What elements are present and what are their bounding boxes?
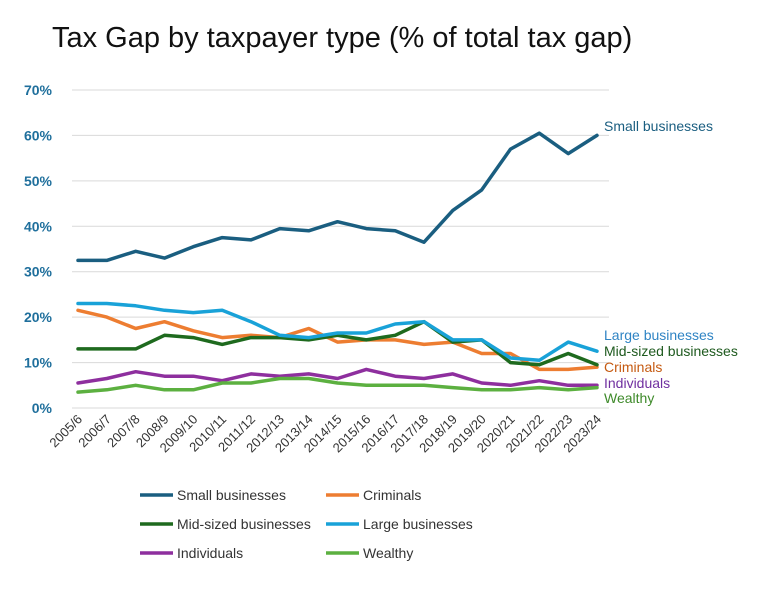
series-end-label: Small businesses <box>604 118 713 134</box>
series-line <box>76 308 599 372</box>
y-tick-label: 0% <box>32 400 53 416</box>
legend: Small businesses Criminals Mid-sized busin… <box>140 487 473 561</box>
legend-label: Criminals <box>363 487 421 503</box>
series-line <box>76 131 599 263</box>
y-tick-label: 60% <box>24 127 53 143</box>
series-end-label: Mid-sized businesses <box>604 343 738 359</box>
legend-label: Wealthy <box>363 545 413 561</box>
y-tick-label: 30% <box>24 264 53 280</box>
series-end-label: Criminals <box>604 359 662 375</box>
series-end-label: Large businesses <box>604 327 714 343</box>
series-line <box>76 319 599 367</box>
x-axis-ticks: 2005/62006/72007/82008/92009/102010/1120… <box>46 412 604 456</box>
series-end-label: Wealthy <box>604 390 654 406</box>
series-line <box>76 367 599 388</box>
y-tick-label: 10% <box>24 355 53 371</box>
y-tick-label: 50% <box>24 173 53 189</box>
chart-title: Tax Gap by taxpayer type (% of total tax… <box>52 22 633 54</box>
series-line <box>76 376 599 394</box>
legend-label: Large businesses <box>363 516 473 532</box>
series-line <box>76 301 599 363</box>
series-end-label: Individuals <box>604 375 670 391</box>
series-lines <box>76 131 599 394</box>
y-axis-ticks: 0% 10% 20% 30% 40% 50% 60% 70% <box>24 82 53 416</box>
y-tick-label: 70% <box>24 82 53 98</box>
gridlines <box>72 89 609 409</box>
y-tick-label: 40% <box>24 218 53 234</box>
y-tick-label: 20% <box>24 309 53 325</box>
legend-label: Small businesses <box>177 487 286 503</box>
legend-label: Individuals <box>177 545 243 561</box>
legend-label: Mid-sized businesses <box>177 516 311 532</box>
